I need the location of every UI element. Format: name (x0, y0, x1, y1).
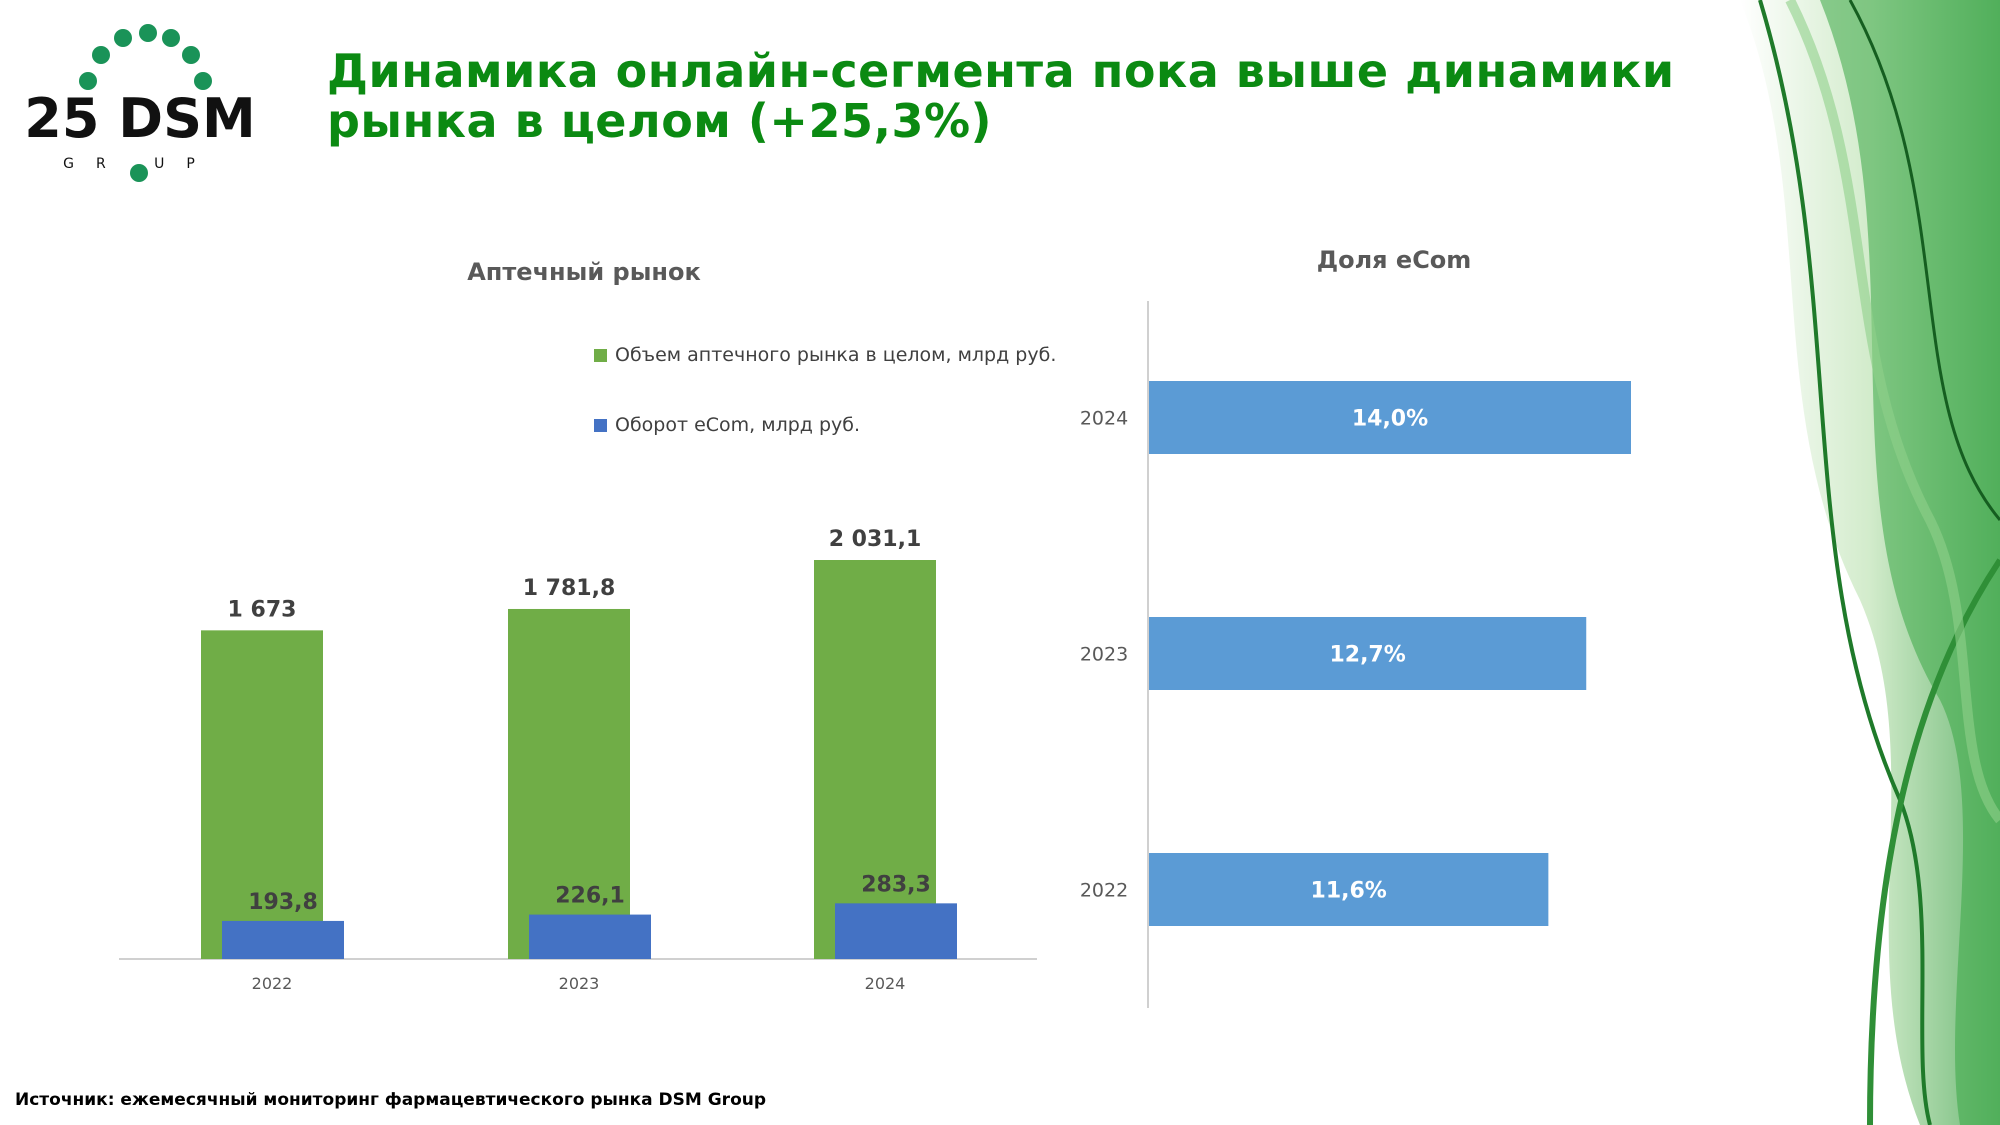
bar-market-2024 (814, 560, 936, 959)
data-label-ecom: 283,3 (861, 872, 931, 897)
data-label-ecom: 193,8 (248, 890, 318, 915)
data-label-market: 1 781,8 (523, 576, 616, 601)
legend-label: Объем аптечного рынка в целом, млрд руб. (615, 344, 1057, 366)
legend-item-ecom: Оборот eCom, млрд руб. (594, 414, 860, 436)
y-tick-label: 2023 (1080, 644, 1128, 666)
bar-share-2023 (1149, 617, 1587, 690)
bar-market-2022 (201, 630, 323, 959)
y-tick-label: 2024 (1080, 408, 1128, 430)
x-tick-label: 2024 (865, 974, 906, 993)
page-title: Динамика онлайн-сегмента пока выше динам… (327, 46, 1675, 146)
title-line-2: рынка в целом (+25,3%) (327, 94, 993, 148)
legend-swatch-green (594, 348, 607, 362)
y-tick-label: 2022 (1080, 880, 1128, 902)
bar-market-2023 (508, 608, 630, 959)
x-tick-label: 2022 (252, 974, 293, 993)
svg-text:GR UP: GR UP (63, 156, 217, 172)
bar-share-2024 (1149, 381, 1631, 454)
bar-ecom-2022 (222, 920, 344, 959)
source-footnote: Источник: ежемесячный мониторинг фармаце… (15, 1090, 767, 1110)
bar-share-2022 (1149, 853, 1549, 926)
data-label-share: 12,7% (1329, 643, 1405, 668)
bar-ecom-2024 (835, 903, 957, 959)
legend-label: Оборот eCom, млрд руб. (615, 414, 861, 436)
data-label-share: 11,6% (1311, 879, 1387, 904)
data-label-market: 2 031,1 (829, 527, 922, 552)
title-line-1: Динамика онлайн-сегмента пока выше динам… (327, 44, 1675, 98)
left-chart-title: Аптечный рынок (467, 258, 701, 286)
data-label-market: 1 673 (228, 597, 297, 622)
svg-text:25 DSM: 25 DSM (24, 87, 255, 150)
legend-swatch-blue (594, 418, 607, 432)
x-tick-label: 2023 (559, 974, 600, 993)
dsm-group-logo: 25 DSM GR UP (24, 24, 256, 182)
legend-item-market: Объем аптечного рынка в целом, млрд руб. (594, 344, 1056, 366)
data-label-ecom: 226,1 (555, 884, 625, 909)
right-chart-title: Доля eCom (1316, 246, 1472, 274)
bar-ecom-2023 (529, 914, 651, 959)
data-label-share: 14,0% (1352, 407, 1428, 432)
decorative-green-waves (1740, 0, 2000, 1125)
